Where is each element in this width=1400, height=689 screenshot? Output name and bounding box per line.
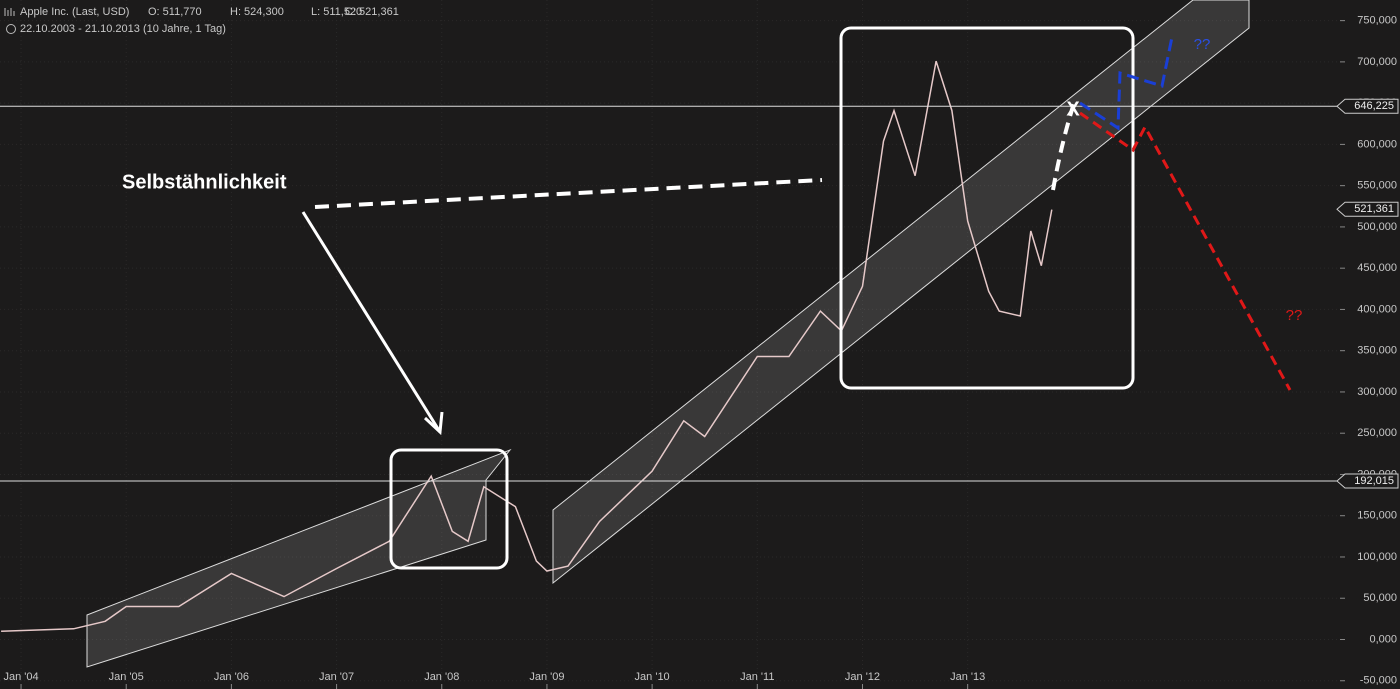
price-tag-box: [1336, 201, 1399, 217]
y-tick-label: 0,000: [1369, 633, 1397, 645]
projection: [1051, 99, 1077, 191]
y-tick-label: 250,000: [1357, 427, 1397, 439]
arrow-head: [423, 411, 444, 436]
price-tag: 646,225: [1336, 98, 1399, 114]
price-tag-label: 521,361: [1354, 203, 1394, 215]
plot: [0, 60, 1340, 632]
annotation: ??: [1194, 36, 1211, 53]
y-tick-label: 300,000: [1357, 386, 1397, 398]
x-tick-label: Jan '12: [845, 671, 880, 683]
y-tick-label: -50,000: [1360, 675, 1397, 687]
y-tick-label: 700,000: [1357, 56, 1397, 68]
y-tick-label: 750,000: [1357, 15, 1397, 27]
x-tick-label: Jan '09: [529, 671, 564, 683]
y-tick-label: 450,000: [1357, 262, 1397, 274]
channel: [552, 0, 1250, 585]
price-tag-label: 646,225: [1354, 100, 1394, 112]
header-name: Apple Inc. (Last, USD): [20, 6, 129, 18]
price-tag: 521,361: [1336, 201, 1399, 217]
y-tick-label: 350,000: [1357, 345, 1397, 357]
header-high: H: 524,300: [230, 6, 284, 18]
x-tick-label: Jan '04: [3, 671, 38, 683]
y-tick-label: 550,000: [1357, 180, 1397, 192]
y-tick-label: 400,000: [1357, 303, 1397, 315]
highlight-box: [839, 26, 1135, 390]
y-tick-label: 600,000: [1357, 138, 1397, 150]
header-low: L: 511,520: [311, 6, 362, 18]
x-tick-label: Jan '07: [319, 671, 354, 683]
dashed-link: [314, 178, 823, 209]
annotation: ??: [1286, 307, 1303, 324]
y-tick-label: 500,000: [1357, 221, 1397, 233]
projection-down: [1079, 111, 1292, 391]
chart-icon: [4, 8, 15, 16]
annotation: X: [1066, 98, 1080, 120]
y-tick-label: 50,000: [1363, 592, 1397, 604]
y-tick-label: 150,000: [1357, 510, 1397, 522]
x-tick-label: Jan '13: [950, 671, 985, 683]
arrow: [301, 211, 442, 433]
x-tick-label: Jan '11: [740, 671, 774, 683]
x-tick-label: Jan '05: [109, 671, 144, 683]
x-tick-label: Jan '08: [424, 671, 459, 683]
grid: [0, 0, 1345, 689]
price-tag-box: [1336, 473, 1399, 489]
x-tick-label: Jan '10: [635, 671, 670, 683]
price-tag: 192,015: [1336, 473, 1399, 489]
price-tag-label: 192,015: [1354, 475, 1394, 487]
highlight-box: [389, 448, 509, 570]
header-open: O: 511,770: [148, 6, 202, 18]
header-close: C: 521,361: [345, 6, 399, 18]
x-tick-label: Jan '06: [214, 671, 249, 683]
y-tick-label: 100,000: [1357, 551, 1397, 563]
price-tag-box: [1336, 98, 1399, 114]
header-range: 22.10.2003 - 21.10.2013 (10 Jahre, 1 Tag…: [20, 23, 226, 35]
clock-icon: [6, 24, 16, 34]
channel: [86, 448, 512, 668]
projection-up: [1079, 36, 1174, 131]
annotation: Selbstähnlichkeit: [122, 171, 287, 193]
price-line: [1, 60, 1053, 632]
